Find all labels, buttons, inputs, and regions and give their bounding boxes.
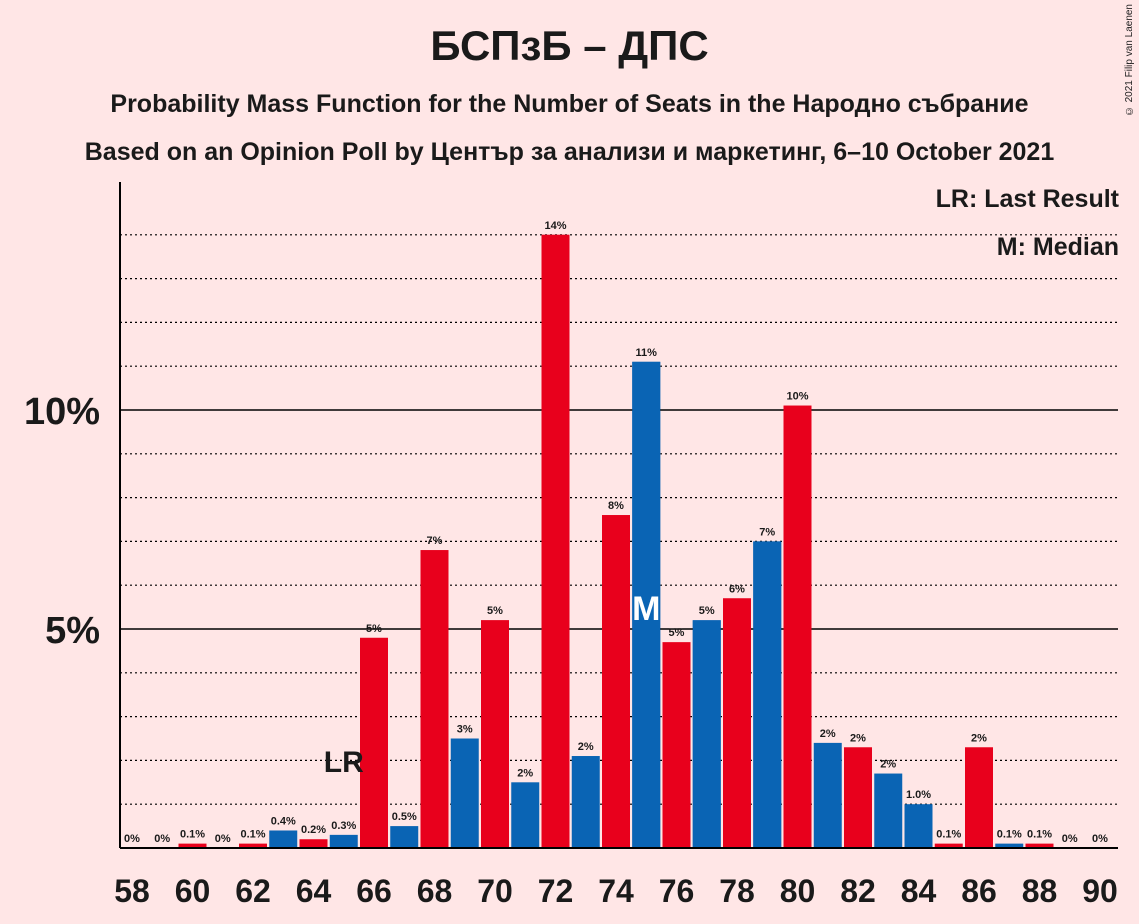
- x-tick-label: 58: [114, 873, 150, 909]
- x-tick-label: 88: [1022, 873, 1058, 909]
- data-label: 3%: [457, 724, 473, 736]
- bar-seat-65: [329, 834, 358, 848]
- data-label: 2%: [820, 728, 836, 740]
- bar-seat-68-front: [420, 550, 449, 848]
- bar-seat-64: [299, 839, 328, 848]
- data-label: 6%: [729, 583, 745, 595]
- bar-seat-71: [511, 782, 540, 848]
- data-label: 14%: [544, 220, 566, 232]
- bar-seat-62: [239, 843, 267, 848]
- bar-seat-87: [995, 843, 1024, 848]
- bar-seat-85: [934, 843, 963, 848]
- x-tick-label: 82: [840, 873, 876, 909]
- data-label: 0.3%: [331, 820, 356, 832]
- data-label: 1.0%: [906, 789, 931, 801]
- bar-seat-77-front: [692, 620, 721, 848]
- data-label: 7%: [427, 535, 443, 547]
- data-label: 0.1%: [1027, 829, 1052, 841]
- bar-seat-82: [844, 747, 872, 848]
- data-label: 0.1%: [240, 829, 265, 841]
- bar-seat-81: [813, 742, 842, 848]
- x-tick-label: 78: [719, 873, 755, 909]
- x-tick-label: 70: [477, 873, 513, 909]
- x-tick-label: 74: [598, 873, 634, 909]
- data-label: 2%: [971, 732, 987, 744]
- data-label: 0%: [124, 833, 140, 845]
- x-tick-label: 84: [901, 873, 937, 909]
- data-label: 0%: [1092, 833, 1108, 845]
- bar-seat-75-front: [632, 361, 661, 848]
- bar-seat-63: [269, 830, 298, 848]
- data-label: 0.2%: [301, 824, 326, 836]
- data-label: 7%: [759, 526, 775, 538]
- x-tick-label: 66: [356, 873, 392, 909]
- x-tick-label: 76: [659, 873, 695, 909]
- data-label: 5%: [366, 623, 382, 635]
- bar-seat-74-front: [602, 515, 630, 848]
- bar-seat-88: [1025, 843, 1054, 848]
- bar-seat-84: [904, 804, 933, 848]
- data-label: 2%: [578, 741, 594, 753]
- bar-seat-72-front: [541, 234, 570, 849]
- data-label: 0.5%: [392, 811, 417, 823]
- legend-last-result: LR: Last Result: [935, 185, 1119, 213]
- chart-title: БСПзБ – ДПС: [430, 22, 709, 69]
- x-tick-label: 68: [417, 873, 453, 909]
- data-label: 0.1%: [997, 829, 1022, 841]
- bar-seat-83: [874, 773, 903, 848]
- data-label: 0%: [1062, 833, 1078, 845]
- data-label: 5%: [487, 605, 503, 617]
- data-label: 0%: [154, 833, 170, 845]
- legend-median: M: Median: [996, 233, 1119, 261]
- data-label: 0.1%: [936, 829, 961, 841]
- data-label: 0%: [215, 833, 231, 845]
- x-tick-label: 80: [780, 873, 816, 909]
- data-label: 10%: [786, 391, 808, 403]
- x-tick-label: 90: [1082, 873, 1118, 909]
- bar-seat-69: [450, 738, 479, 848]
- data-label: 0.4%: [271, 815, 296, 827]
- data-label: 5%: [669, 627, 685, 639]
- data-label: 2%: [850, 732, 866, 744]
- data-label: 5%: [699, 605, 715, 617]
- x-tick-label: 86: [961, 873, 997, 909]
- x-tick-label: 62: [235, 873, 271, 909]
- bar-seat-78-front: [723, 598, 751, 848]
- bar-seat-66: [360, 637, 388, 848]
- data-label: 2%: [880, 759, 896, 771]
- x-tick-label: 72: [538, 873, 574, 909]
- bar-seat-73: [571, 756, 600, 848]
- data-label: 0.1%: [180, 829, 205, 841]
- bar-seat-76: [662, 642, 691, 848]
- median-marker: M: [632, 590, 660, 628]
- bar-seat-80-front: [783, 405, 812, 848]
- bar-seat-79-front: [753, 541, 782, 848]
- y-tick-label: 10%: [24, 391, 100, 433]
- data-label: 2%: [517, 767, 533, 779]
- bar-seat-86: [965, 747, 993, 848]
- data-label: 11%: [636, 347, 658, 359]
- x-tick-label: 64: [296, 873, 332, 909]
- data-label: 8%: [608, 500, 624, 512]
- chart-subtitle: Probability Mass Function for the Number…: [110, 90, 1029, 118]
- chart-source: Based on an Opinion Poll by Център за ан…: [84, 138, 1055, 166]
- y-tick-label: 5%: [45, 610, 100, 652]
- x-tick-label: 60: [175, 873, 211, 909]
- last-result-marker: LR: [324, 746, 364, 779]
- bar-seat-67: [390, 826, 419, 848]
- bar-seat-60: [178, 843, 207, 848]
- bar-seat-70-front: [481, 620, 509, 848]
